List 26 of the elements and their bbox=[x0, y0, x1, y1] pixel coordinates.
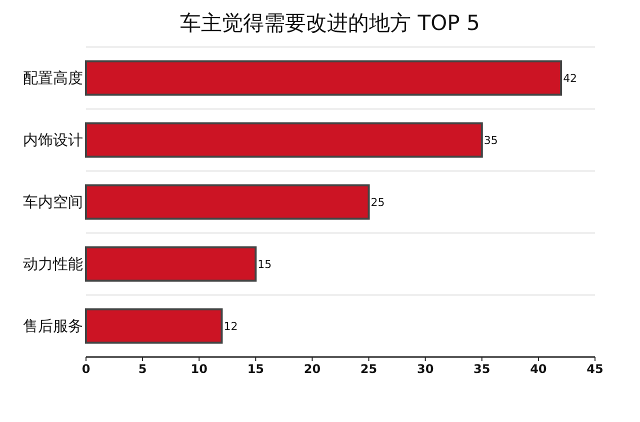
x-tick-label: 5 bbox=[138, 362, 147, 376]
data-label: 12 bbox=[224, 320, 238, 333]
x-tick-label: 10 bbox=[190, 362, 208, 376]
y-tick-label: 售后服务 bbox=[23, 317, 83, 335]
bar bbox=[85, 60, 562, 96]
y-tick-label: 动力性能 bbox=[23, 255, 83, 273]
x-tick-label: 30 bbox=[416, 362, 434, 376]
x-tick-label: 0 bbox=[82, 362, 90, 376]
bar bbox=[85, 184, 370, 220]
x-tick-label: 25 bbox=[360, 362, 378, 376]
x-tick-label: 35 bbox=[474, 362, 490, 376]
data-label: 15 bbox=[258, 258, 272, 271]
y-tick-label: 配置高度 bbox=[23, 69, 83, 87]
data-label: 25 bbox=[370, 196, 385, 209]
x-tick-label: 15 bbox=[247, 362, 264, 376]
y-tick-label: 车内空间 bbox=[23, 193, 83, 211]
x-tick-label: 20 bbox=[304, 362, 321, 376]
bar bbox=[85, 308, 223, 344]
x-tick-label: 40 bbox=[530, 362, 547, 376]
bar bbox=[85, 122, 483, 158]
y-tick-label: 内饰设计 bbox=[23, 131, 83, 149]
chart-title: 车主觉得需要改进的地方 TOP 5 bbox=[180, 11, 480, 35]
data-label: 42 bbox=[563, 72, 578, 85]
data-label: 35 bbox=[484, 134, 498, 147]
x-tick-label: 45 bbox=[586, 362, 604, 376]
bar bbox=[85, 246, 257, 282]
